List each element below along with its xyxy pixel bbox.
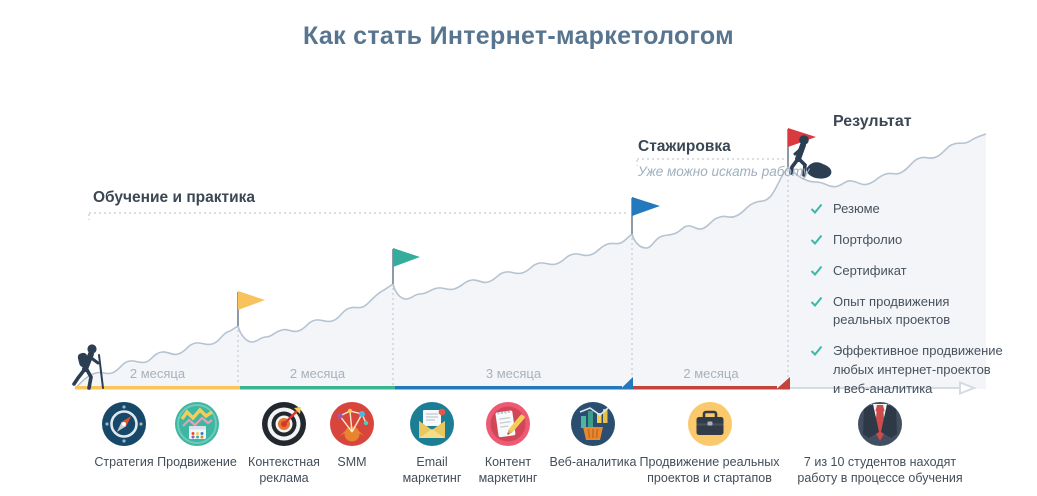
hiker-start-figure <box>72 344 104 390</box>
checklist-item: Резюме <box>810 200 1035 219</box>
phase1-label: Обучение и практика <box>93 189 256 206</box>
notepad-icon <box>486 402 530 446</box>
skill-label: Продвижение <box>157 455 237 469</box>
check-icon <box>810 234 823 245</box>
skill-context-ads: Контекстная реклама <box>229 401 339 487</box>
check-icon <box>810 203 823 214</box>
skill-smm: SMM <box>312 401 392 470</box>
skill-label: Контент маркетинг <box>478 455 538 486</box>
skill-label: Email маркетинг <box>402 455 462 486</box>
briefcase-icon <box>687 402 732 446</box>
skill-strategy: Стратегия <box>82 401 166 470</box>
skill-real-projects: Продвижение реальных проектов и стартапо… <box>617 401 802 487</box>
page-title: Как стать Интернет-маркетологом <box>303 22 734 50</box>
mountain-area <box>75 134 986 389</box>
duration-stage-3: 3 месяца <box>485 366 542 381</box>
target-icon <box>262 402 306 446</box>
promotion-chart-icon <box>175 402 219 446</box>
compass-icon <box>102 402 146 446</box>
annotation-connectors <box>88 158 784 220</box>
skill-promotion: Продвижение <box>144 401 250 470</box>
stage-2-flag <box>392 248 420 284</box>
skill-content-marketing: Контент маркетинг <box>460 401 556 487</box>
check-icon <box>810 296 823 307</box>
checklist-item: Опыт продвижения реальных проектов <box>810 293 1035 331</box>
result-checklist: Резюме Портфолио Сертификат Опыт продвиж… <box>810 200 1035 411</box>
duration-stage-2: 2 месяца <box>289 366 346 381</box>
duration-stage-1: 2 месяца <box>129 366 186 381</box>
skill-label: Веб-аналитика <box>549 455 637 469</box>
envelope-icon <box>410 402 454 446</box>
checklist-item: Портфолио <box>810 231 1035 250</box>
skill-label: Стратегия <box>94 455 154 469</box>
skill-web-analytics: Веб-аналитика <box>533 401 653 470</box>
timeline-bar <box>75 377 977 395</box>
checklist-item: Сертификат <box>810 262 1035 281</box>
checklist-item: Эффективное продвижение любых интернет-п… <box>810 342 1035 399</box>
check-icon <box>810 265 823 276</box>
phase2-note: Уже можно искать работу <box>638 164 810 179</box>
hiker-summit-figure <box>789 135 832 179</box>
mountain-path <box>74 133 987 390</box>
skill-label: Продвижение реальных проектов и стартапо… <box>639 455 780 486</box>
stage-1-flag <box>237 291 265 326</box>
check-icon <box>810 346 823 357</box>
skill-label: 7 из 10 студентов находят работу в проце… <box>797 455 963 486</box>
result-title: Результат <box>833 113 912 130</box>
phase2-label: Стажировка <box>638 138 731 155</box>
duration-stage-4: 2 месяца <box>683 366 739 381</box>
skill-employment: 7 из 10 студентов находят работу в проце… <box>770 401 990 487</box>
skills-row: Стратегия Продвижение <box>0 401 1037 496</box>
stage-3-flag <box>631 197 660 234</box>
skill-label: SMM <box>337 455 367 469</box>
skill-label: Контекстная реклама <box>248 455 320 486</box>
network-icon <box>330 402 374 446</box>
milestone-guides <box>237 170 789 385</box>
analytics-icon <box>571 402 615 446</box>
skill-email-marketing: Email маркетинг <box>387 401 477 487</box>
axis-arrow-icon <box>959 381 977 395</box>
suit-icon <box>858 402 902 446</box>
